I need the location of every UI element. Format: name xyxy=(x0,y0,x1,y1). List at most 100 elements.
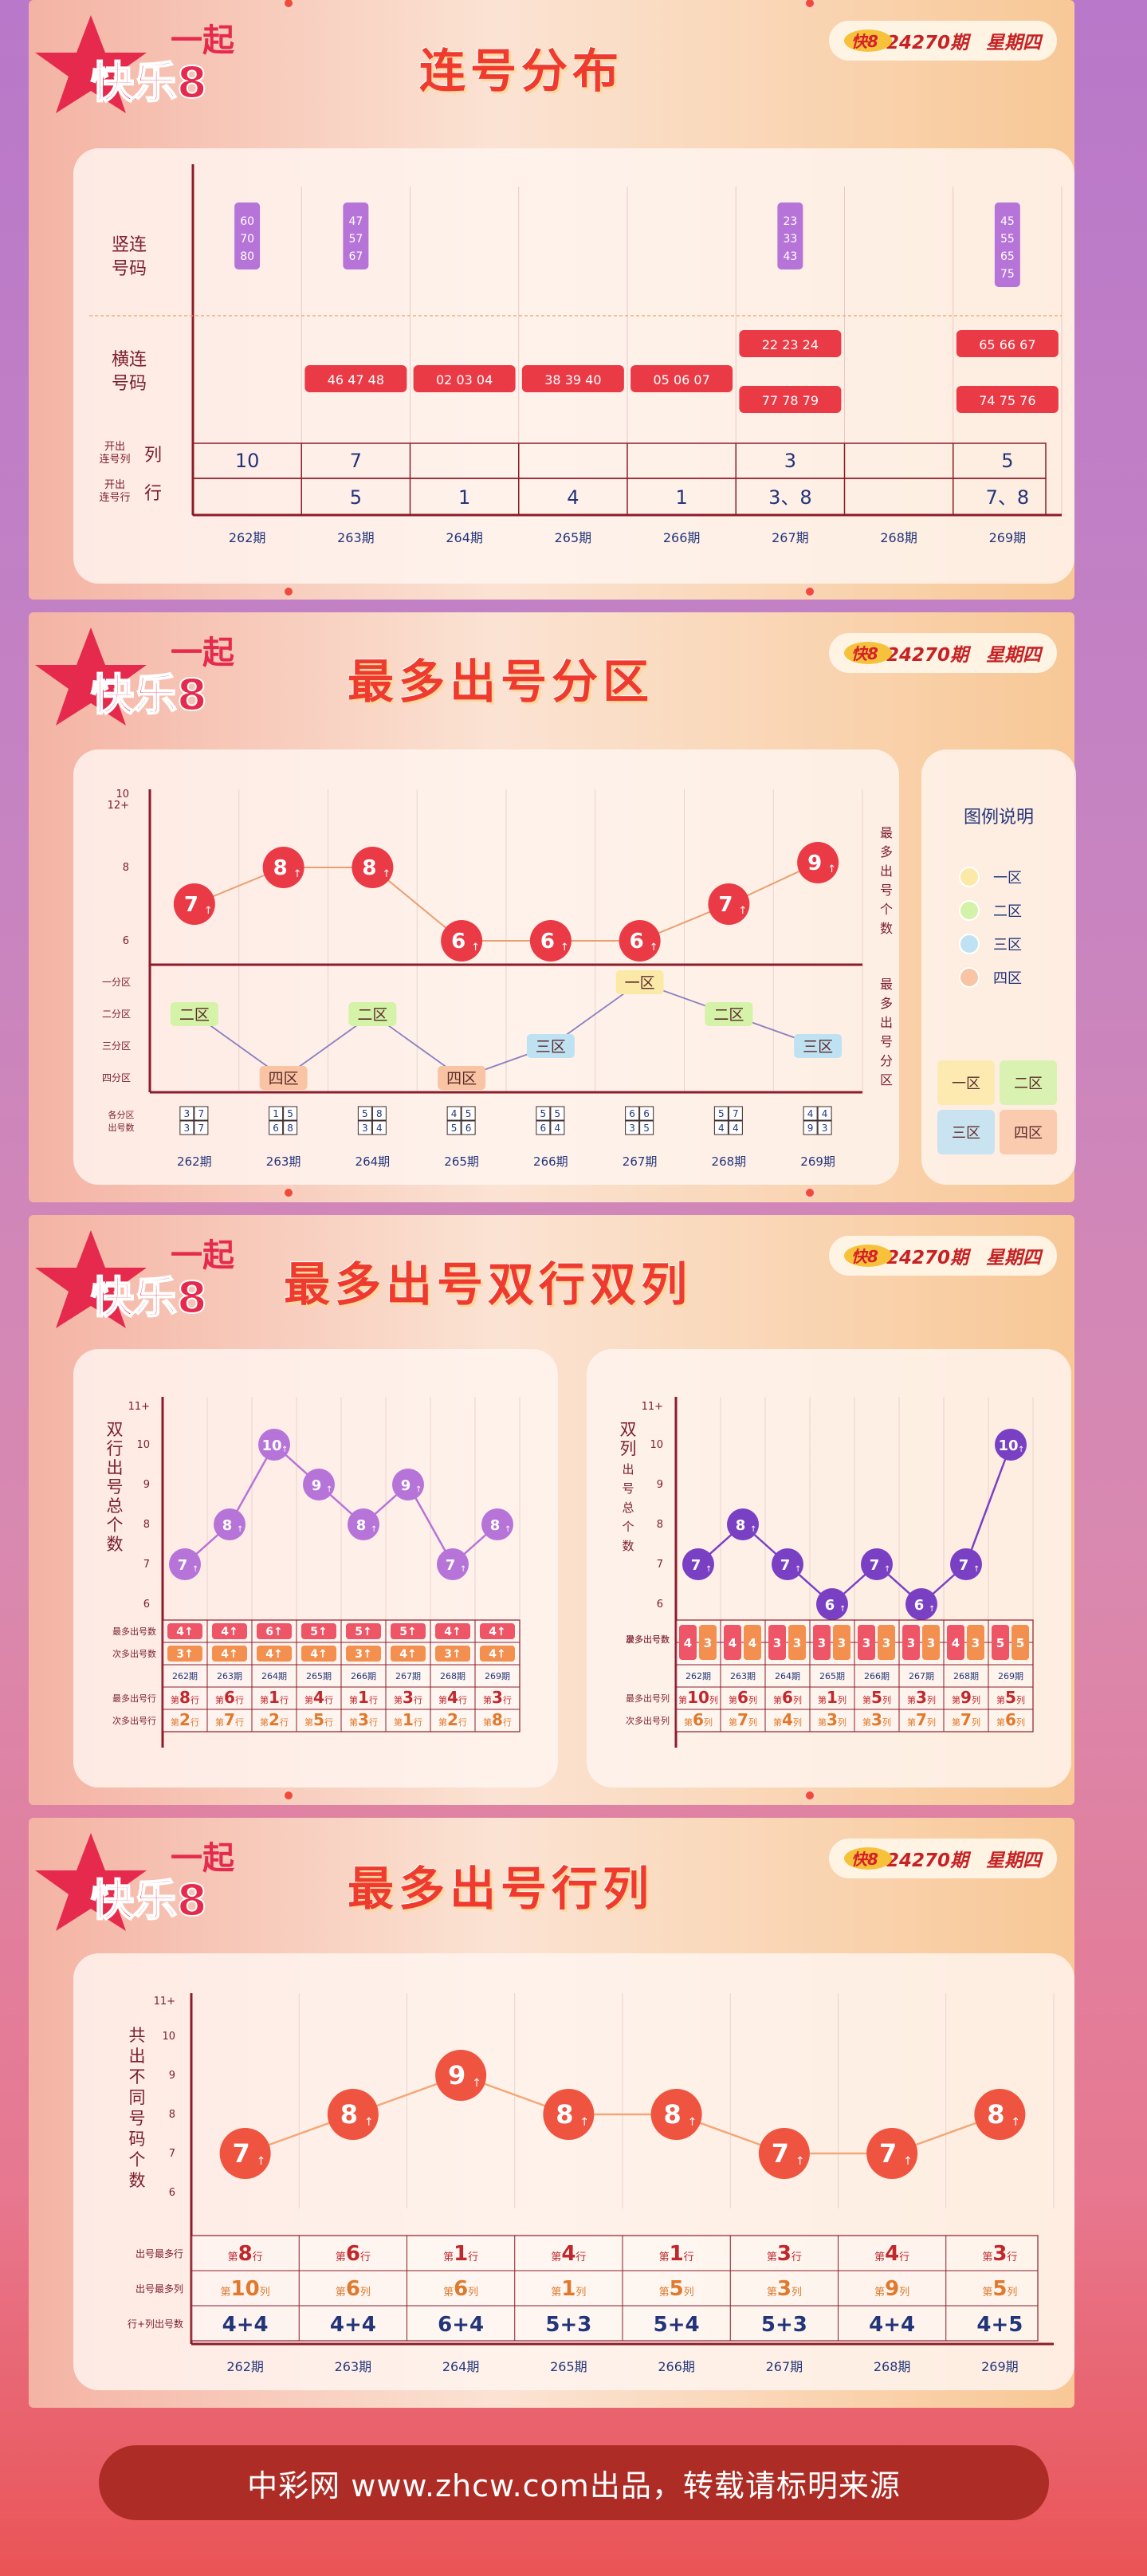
period-label: 265期 xyxy=(306,1671,332,1681)
zone-count-value: 4 xyxy=(822,1108,828,1119)
vertical-number: 57 xyxy=(348,233,363,246)
issue-weekday: 星期四 xyxy=(986,645,1041,666)
col-count-value: 7 xyxy=(350,450,362,472)
max-count-value: 5↑ xyxy=(310,1626,327,1638)
value-label: 7 xyxy=(718,893,733,917)
y-label-char: 最 xyxy=(880,825,893,840)
legend-grid-cell xyxy=(937,1060,995,1105)
period-label: 263期 xyxy=(217,1671,242,1681)
vertical-number: 33 xyxy=(783,233,797,246)
value-ball xyxy=(481,1508,513,1540)
zone-label-char: 出 xyxy=(880,1015,893,1030)
vertical-pill xyxy=(234,203,261,269)
zone-count-value: 3 xyxy=(822,1123,828,1134)
zone-count-cell xyxy=(269,1120,284,1135)
row-label-row-word: 行 xyxy=(144,484,162,504)
y-label-char: 数 xyxy=(880,921,893,936)
max-row-value: 第3列 xyxy=(907,1688,936,1707)
count-value: 3 xyxy=(882,1636,890,1650)
count-badge xyxy=(878,1625,895,1660)
logo-top-text: 一起 xyxy=(171,22,235,59)
max-count-value: 5↑ xyxy=(399,1626,416,1638)
value-label: 8 xyxy=(273,856,288,880)
zone-count-cell xyxy=(817,1106,832,1121)
period-label: 267期 xyxy=(623,1154,658,1169)
max-count-value: 4↑ xyxy=(176,1626,193,1638)
horizontal-number: 05 06 07 xyxy=(654,372,710,387)
issue-weekday: 星期四 xyxy=(986,33,1041,53)
value-label: 6 xyxy=(914,1597,925,1614)
count-value: 3 xyxy=(793,1636,801,1650)
legend-grid-label: 一区 xyxy=(952,1076,980,1092)
value-ball xyxy=(995,1429,1027,1461)
max-count-badge xyxy=(391,1623,426,1639)
value-ball xyxy=(173,883,215,925)
count-value: 4 xyxy=(684,1636,692,1650)
y-tick: 9 xyxy=(143,1479,150,1491)
max-row-value: 第4行 xyxy=(438,1688,467,1707)
up-arrow-icon: ↑ xyxy=(650,942,658,954)
y-tick: 10 xyxy=(650,1439,663,1451)
y-tick: 6 xyxy=(123,935,129,947)
zone-count-cell xyxy=(536,1106,551,1121)
y-label-char: 出 xyxy=(880,863,893,879)
vertical-number: 23 xyxy=(783,215,797,228)
value-label: 7 xyxy=(446,1557,456,1574)
value-ball xyxy=(650,2089,702,2140)
value-label: 8 xyxy=(356,1517,367,1534)
zone-count-value: 6 xyxy=(540,1123,547,1134)
value-label: 7 xyxy=(178,1557,188,1574)
max-row-value: 第8行 xyxy=(171,1688,199,1707)
row-count-value: 3、8 xyxy=(768,486,812,509)
second-count-badge xyxy=(391,1646,426,1662)
period-label: 264期 xyxy=(775,1671,800,1681)
section-consecutive: 一起 快乐8 连号分布 快8 24270期 星期四 竖连 号码 横连 号码 开出 连号列列… xyxy=(29,0,1074,600)
zone-count-cell xyxy=(446,1120,462,1135)
row-label: 次多出号数 xyxy=(626,1634,670,1645)
count-badge xyxy=(833,1625,850,1660)
zone-count-value: 4 xyxy=(376,1123,383,1134)
zone-count-value: 4 xyxy=(451,1108,458,1119)
col-count-value: 10 xyxy=(235,450,260,472)
vertical-number: 67 xyxy=(348,250,363,263)
zone-count-cell xyxy=(371,1120,387,1135)
y-tick: 9 xyxy=(169,2070,175,2082)
second-row-value: 第6列 xyxy=(996,1710,1025,1729)
y-label-char: 号 xyxy=(129,2109,146,2128)
second-row-value: 第3行 xyxy=(349,1710,378,1729)
y-tick: 10 xyxy=(162,2031,175,2043)
row-count-value: 1 xyxy=(458,486,470,509)
period-label: 262期 xyxy=(226,2359,264,2374)
period-label: 264期 xyxy=(355,1154,391,1169)
hanger-pin xyxy=(803,585,816,598)
table-frame xyxy=(191,2235,1039,2342)
row-label-row-count: 连号行 xyxy=(99,491,130,504)
issue-badge: 快8 24270期 星期四 xyxy=(829,1236,1057,1276)
value-ball xyxy=(348,1508,379,1540)
value-ball xyxy=(435,2050,487,2101)
zone-count-cell xyxy=(357,1120,372,1135)
max-col-value: 第1列 xyxy=(551,2277,586,2301)
max-col-value: 第5列 xyxy=(659,2277,694,2301)
second-count-value: 4↑ xyxy=(489,1648,505,1661)
issue-number: 24270期 xyxy=(886,33,968,53)
row-label: 最多出号行 xyxy=(112,1693,156,1704)
max-row-value: 第6列 xyxy=(729,1688,757,1707)
legend-item: 一区 xyxy=(993,870,1022,887)
svg-text:快8: 快8 xyxy=(851,644,878,663)
zone-count-value: 6 xyxy=(273,1123,279,1134)
second-count-value: 4↑ xyxy=(399,1648,416,1661)
zone-count-label: 出号数 xyxy=(108,1122,135,1133)
zone-count-value: 6 xyxy=(643,1108,650,1119)
row-label: 出号最多列 xyxy=(136,2283,183,2295)
value-label: 10 xyxy=(261,1437,281,1454)
max-row-value: 第3行 xyxy=(767,2242,802,2266)
period-label: 265期 xyxy=(555,530,592,545)
zone-tick: 四分区 xyxy=(102,1072,131,1083)
issue-weekday: 星期四 xyxy=(986,1850,1041,1871)
row-label: 行+列出号数 xyxy=(128,2318,183,2330)
logo-top-text: 一起 xyxy=(171,1237,235,1274)
max-count-value: 6↑ xyxy=(265,1626,282,1638)
y-label-char: 个 xyxy=(880,902,893,917)
